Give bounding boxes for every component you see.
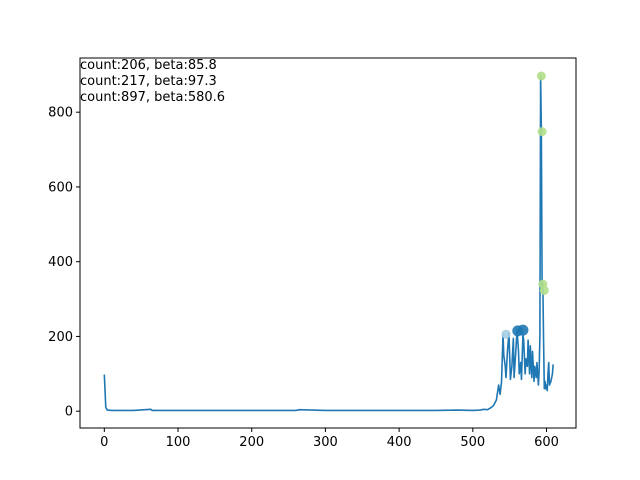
y-tick-label: 200: [48, 330, 73, 345]
annotation-text: count:217, beta:97.3: [80, 74, 217, 89]
x-tick-label: 100: [166, 435, 191, 450]
series-line: [103, 75, 554, 412]
data-point-marker: [537, 127, 547, 137]
x-axis: 0 100 200 300 400 500 600: [100, 428, 559, 450]
y-tick-label: 600: [48, 180, 73, 195]
x-tick-label: 200: [239, 435, 264, 450]
data-point-marker: [536, 71, 546, 81]
series-layer: [103, 75, 554, 412]
y-axis: 0 200 400 600 800: [48, 106, 80, 420]
x-tick-label: 300: [313, 435, 338, 450]
x-tick-label: 400: [387, 435, 412, 450]
marker-layer: [501, 71, 549, 339]
annotation-text: count:897, beta:580.6: [80, 90, 225, 105]
x-tick-label: 0: [100, 435, 108, 450]
y-tick-label: 0: [65, 405, 73, 420]
y-tick-label: 800: [48, 106, 73, 121]
plot-frame: [79, 57, 577, 429]
data-point-marker: [501, 329, 511, 339]
annotation-layer: count:206, beta:85.8 count:217, beta:97.…: [80, 58, 225, 105]
annotation-text: count:206, beta:85.8: [80, 58, 217, 73]
data-point-marker: [517, 324, 529, 336]
x-tick-label: 600: [534, 435, 559, 450]
y-tick-label: 400: [48, 255, 73, 270]
data-point-marker: [539, 285, 549, 295]
x-tick-label: 500: [460, 435, 485, 450]
plot-background: [80, 58, 576, 428]
